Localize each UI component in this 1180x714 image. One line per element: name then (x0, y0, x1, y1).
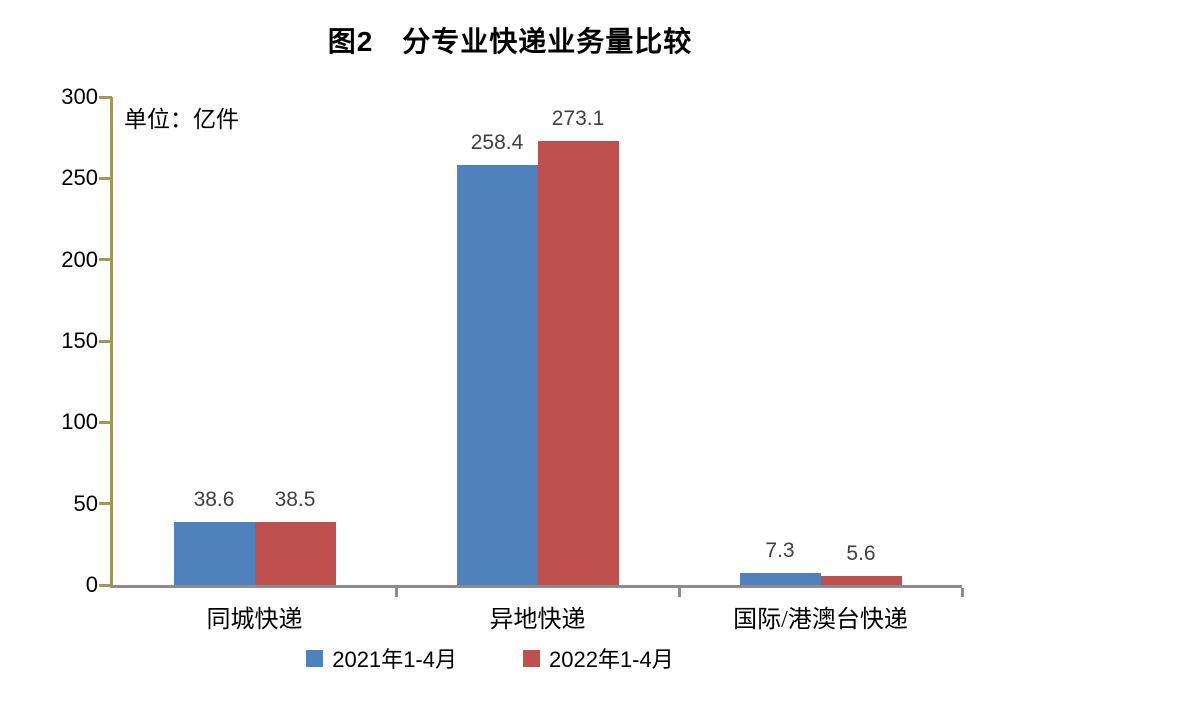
y-axis-tick-mark (99, 420, 112, 424)
y-axis-tick-label: 200 (61, 246, 98, 272)
y-axis-tick-mark (99, 95, 112, 99)
legend-label: 2022年1-4月 (549, 647, 674, 672)
category-label: 异地快递 (489, 607, 586, 633)
legend-item: 2021年1-4月 (306, 642, 457, 674)
legend-swatch (306, 649, 324, 667)
bar-value-label: 38.5 (274, 488, 316, 512)
bar (820, 575, 902, 585)
bar (254, 522, 336, 585)
bar-value-label: 38.6 (193, 488, 235, 512)
bar (173, 522, 255, 585)
category-label: 同城快递 (206, 607, 303, 633)
bar-value-label: 258.4 (470, 130, 524, 154)
category-label: 国际/港澳台快递 (733, 607, 908, 633)
bar-value-label: 7.3 (765, 539, 795, 563)
x-axis-tick-mark (677, 588, 681, 597)
y-axis-tick-mark (99, 339, 112, 343)
bar-value-label: 5.6 (846, 541, 876, 565)
y-axis-tick-label: 100 (61, 409, 98, 435)
y-axis-tick-mark (99, 502, 112, 506)
y-axis-tick-label: 250 (61, 165, 98, 191)
y-axis-tick-mark (99, 583, 112, 587)
y-axis-tick-mark (99, 258, 112, 262)
legend-item: 2022年1-4月 (523, 642, 674, 674)
legend: 2021年1-4月 2022年1-4月 (0, 642, 980, 674)
legend-label: 2021年1-4月 (332, 647, 457, 672)
legend-swatch (523, 649, 540, 667)
y-axis-tick-label: 0 (85, 572, 98, 597)
unit-label: 单位：亿件 (124, 107, 239, 132)
y-axis-tick-label: 300 (61, 84, 98, 109)
chart-title: 图2 分专业快递业务量比较 (327, 26, 693, 57)
bar (739, 573, 821, 585)
y-axis-tick-mark (99, 176, 112, 180)
bar (456, 164, 538, 585)
y-axis-tick-label: 150 (61, 328, 98, 353)
bar-value-label: 273.1 (551, 106, 605, 130)
y-axis-tick-label: 50 (73, 490, 98, 516)
bar (537, 140, 619, 585)
x-axis-tick-mark (960, 588, 964, 597)
plot-area: 38.6 38.5 同城快递 258.4 273.1 异地快递 7.3 5.6 国际/港澳台快递 (110, 97, 964, 633)
x-axis-tick-mark (394, 588, 398, 597)
